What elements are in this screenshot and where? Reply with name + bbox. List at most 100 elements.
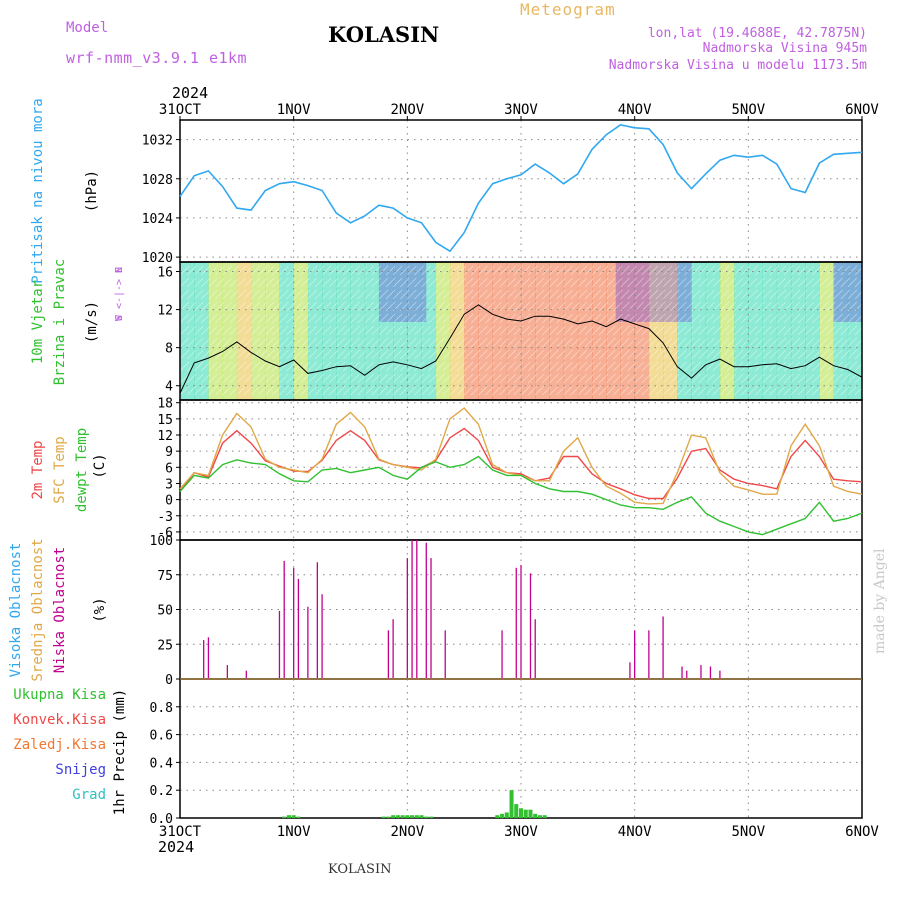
wind-barb bbox=[840, 385, 850, 396]
wind-barb bbox=[613, 313, 623, 324]
wind-barb bbox=[833, 349, 843, 360]
wind-barb bbox=[392, 265, 403, 276]
wind-barb bbox=[421, 373, 431, 384]
wind-barb bbox=[762, 289, 772, 300]
wind-barb bbox=[826, 385, 836, 396]
wind-barb bbox=[556, 289, 566, 300]
wind-barb bbox=[229, 277, 239, 288]
y-tick-label: 3 bbox=[165, 477, 173, 492]
wind-barb bbox=[648, 325, 659, 336]
wind-band bbox=[492, 262, 508, 400]
wind-barb bbox=[286, 373, 296, 384]
wind-barb bbox=[314, 385, 325, 396]
wind-barb bbox=[357, 325, 367, 336]
x-tick-label-top: 3NOV bbox=[504, 102, 538, 118]
wind-barb bbox=[265, 337, 275, 348]
wind-barb bbox=[265, 373, 275, 384]
wind-barb bbox=[414, 301, 424, 312]
wind-barb bbox=[804, 385, 815, 396]
wind-barb bbox=[478, 325, 488, 336]
wind-barb bbox=[243, 373, 254, 384]
wind-barb bbox=[385, 289, 396, 300]
wind-barb bbox=[321, 313, 332, 324]
wind-barb bbox=[492, 337, 502, 348]
precip-legend-item: Ukupna Kisa bbox=[13, 687, 106, 703]
wind-barb bbox=[783, 277, 794, 288]
wind-barb bbox=[520, 277, 531, 288]
wind-barb bbox=[833, 289, 843, 300]
wind-barb bbox=[755, 313, 765, 324]
precip-bar bbox=[282, 816, 287, 818]
wind-barb bbox=[648, 385, 659, 396]
wind-barb bbox=[570, 277, 580, 288]
wind-barb bbox=[229, 361, 239, 372]
cloud-unit: (%) bbox=[92, 597, 108, 622]
wind-barb bbox=[812, 277, 822, 288]
wind-barb bbox=[677, 301, 687, 312]
wind-barb bbox=[250, 385, 261, 396]
wind-barb bbox=[279, 325, 289, 336]
precip-bar bbox=[528, 809, 533, 818]
precip-bar bbox=[381, 816, 386, 818]
wind-barb bbox=[641, 349, 651, 360]
wind-barb bbox=[684, 337, 694, 348]
wind-barb bbox=[286, 277, 296, 288]
wind-barb bbox=[506, 289, 517, 300]
wind-barb bbox=[456, 385, 467, 396]
wind-barb bbox=[435, 385, 445, 396]
wind-barb bbox=[563, 337, 573, 348]
wind-barb bbox=[222, 301, 232, 312]
wind-barb bbox=[222, 361, 232, 372]
wind-barb bbox=[755, 385, 765, 396]
wind-barb bbox=[598, 349, 609, 360]
wind-barb bbox=[804, 277, 815, 288]
precip-bar bbox=[286, 815, 291, 818]
wind-barb bbox=[698, 349, 708, 360]
wind-barb bbox=[634, 265, 644, 276]
wind-barb bbox=[542, 325, 552, 336]
wind-barb bbox=[726, 385, 737, 396]
wind-barb bbox=[414, 385, 424, 396]
wind-barb bbox=[748, 373, 758, 384]
wind-barb bbox=[748, 289, 758, 300]
wind-barb bbox=[606, 325, 616, 336]
wind-barb bbox=[833, 385, 843, 396]
wind-barb bbox=[840, 265, 850, 276]
wind-barb bbox=[513, 301, 524, 312]
compass-we: W <-|-> E bbox=[114, 267, 125, 321]
wind-band bbox=[762, 262, 778, 400]
wind-band bbox=[236, 262, 252, 400]
wind-band bbox=[194, 262, 209, 400]
wind-barb bbox=[712, 325, 723, 336]
wind-barb bbox=[357, 349, 367, 360]
wind-barb bbox=[684, 349, 694, 360]
wind-barb bbox=[669, 325, 680, 336]
wind-barb bbox=[478, 373, 488, 384]
wind-barb bbox=[776, 325, 786, 336]
wind-barb bbox=[392, 277, 403, 288]
wind-barb bbox=[769, 325, 779, 336]
wind-barb bbox=[442, 277, 453, 288]
wind-barb bbox=[201, 373, 211, 384]
wind-barb bbox=[314, 277, 325, 288]
wind-barb bbox=[591, 337, 602, 348]
wind-band bbox=[322, 262, 337, 400]
wind-barb bbox=[336, 373, 346, 384]
wind-barb bbox=[847, 337, 858, 348]
wind-barb bbox=[350, 277, 360, 288]
wind-barb bbox=[350, 289, 360, 300]
wind-barb bbox=[300, 337, 310, 348]
wind-barb bbox=[463, 265, 474, 276]
wind-barb bbox=[449, 337, 460, 348]
wind-barb bbox=[549, 349, 559, 360]
wind-barb bbox=[634, 289, 644, 300]
wind-barb bbox=[215, 313, 225, 324]
wind-barb bbox=[378, 277, 389, 288]
wind-barb bbox=[804, 337, 815, 348]
wind-barb bbox=[641, 385, 651, 396]
wind-barb bbox=[776, 385, 786, 396]
wind-barb bbox=[300, 373, 310, 384]
x-tick-label-bottom: 5NOV bbox=[731, 824, 765, 840]
wind-barb bbox=[392, 385, 403, 396]
wind-barb bbox=[662, 277, 673, 288]
